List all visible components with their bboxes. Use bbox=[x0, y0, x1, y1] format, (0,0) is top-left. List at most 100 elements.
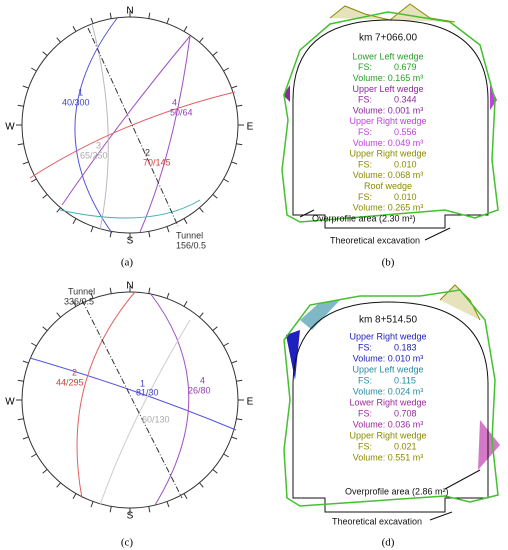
excavation-outline bbox=[292, 301, 489, 513]
wedge-name: Upper Right wedge bbox=[349, 430, 426, 440]
rim-tick bbox=[22, 360, 29, 364]
plane-orientation: 65/250 bbox=[80, 150, 108, 160]
plane-id: 4 bbox=[200, 375, 205, 385]
volume: Volume: 0.001 m³ bbox=[353, 105, 424, 115]
rim-tick bbox=[183, 301, 188, 307]
fs-label: FS: bbox=[358, 127, 372, 137]
fs-value: 0.115 bbox=[394, 375, 416, 385]
fs-label: FS: bbox=[358, 159, 372, 169]
rim-tick bbox=[109, 12, 112, 19]
wedge-name: Upper Left wedge bbox=[352, 84, 423, 94]
rim-tick bbox=[148, 287, 151, 294]
plane-4 bbox=[61, 35, 191, 206]
wedge-name: Roof wedge bbox=[364, 181, 412, 191]
leader bbox=[429, 511, 453, 521]
station: km 7+066.00 bbox=[359, 33, 418, 44]
plane-3 bbox=[91, 23, 109, 231]
rim-tick bbox=[56, 482, 61, 488]
leader bbox=[444, 469, 481, 490]
rim-tick bbox=[42, 51, 48, 56]
rim-tick bbox=[90, 226, 94, 233]
wedge-name: Lower Left wedge bbox=[352, 51, 423, 61]
rim-tick bbox=[231, 161, 238, 165]
rim-tick bbox=[231, 85, 238, 89]
rim-tick bbox=[72, 218, 77, 224]
plane-orientation: 26/80 bbox=[188, 385, 211, 395]
net-circle bbox=[21, 16, 239, 234]
plane-2 bbox=[76, 291, 136, 499]
rim-tick bbox=[212, 469, 218, 474]
panel-label: (b) bbox=[382, 257, 395, 269]
rim-tick bbox=[231, 360, 238, 364]
rim-ticks bbox=[16, 11, 244, 239]
rim-tick bbox=[56, 37, 61, 43]
panel-label: (c) bbox=[121, 537, 134, 549]
rim-tick bbox=[199, 37, 204, 43]
volume: Volume: 0.024 m³ bbox=[353, 386, 424, 396]
plane-1 bbox=[29, 357, 237, 431]
rim-tick bbox=[223, 453, 229, 458]
rim-tick bbox=[212, 51, 218, 56]
tunnel-label: Tunnel bbox=[176, 230, 203, 240]
rim-tick bbox=[22, 85, 29, 89]
rim-tick bbox=[90, 501, 94, 508]
rim-tick bbox=[56, 312, 61, 318]
rim-ticks bbox=[16, 286, 244, 514]
rim-tick bbox=[199, 482, 204, 488]
leader bbox=[424, 227, 451, 241]
fs-label: FS: bbox=[358, 375, 372, 385]
rim-tick bbox=[166, 226, 170, 233]
tunnel-label: Tunnel bbox=[68, 286, 95, 296]
stereonet-a: N S E W 1 40/300 4 50/64 3 65/250 2 70/1… bbox=[5, 6, 253, 269]
rim-tick bbox=[183, 218, 188, 224]
wedge-name: Upper Left wedge bbox=[352, 364, 423, 374]
fs-label: FS: bbox=[358, 408, 372, 418]
rim-tick bbox=[166, 292, 170, 299]
rim-tick bbox=[42, 194, 48, 199]
plane-id: 4 bbox=[172, 97, 177, 107]
plane-id: 2 bbox=[145, 147, 150, 157]
fs-value: 0.010 bbox=[394, 159, 417, 169]
volume: Volume: 0.068 m³ bbox=[353, 170, 424, 180]
rim-tick bbox=[223, 178, 229, 183]
rim-tick bbox=[17, 143, 24, 146]
rim-tick bbox=[183, 493, 188, 499]
plane-id: 2 bbox=[72, 367, 77, 377]
station: km 8+514.50 bbox=[359, 315, 418, 326]
plane-extra bbox=[59, 199, 201, 219]
fs-label: FS: bbox=[358, 342, 372, 352]
rim-tick bbox=[223, 67, 229, 72]
rim-tick bbox=[166, 17, 170, 24]
plane-4 bbox=[149, 292, 190, 506]
compass-s: S bbox=[127, 511, 134, 522]
rim-tick bbox=[31, 453, 37, 458]
rim-tick bbox=[223, 342, 229, 347]
plane-orientation: 70/145 bbox=[143, 157, 171, 167]
plane-3 bbox=[99, 319, 191, 506]
volume: Volume: 0.049 m³ bbox=[353, 138, 424, 148]
fs-label: FS: bbox=[358, 62, 372, 72]
fs-label: FS: bbox=[358, 95, 372, 105]
wedge bbox=[490, 85, 497, 110]
rim-tick bbox=[109, 231, 112, 238]
wedge-name: Upper Right wedge bbox=[349, 149, 426, 159]
rim-tick bbox=[199, 207, 204, 213]
rim-tick bbox=[56, 207, 61, 213]
rim-tick bbox=[72, 493, 77, 499]
rim-tick bbox=[31, 342, 37, 347]
fs-value: 0.183 bbox=[394, 342, 417, 352]
stereonet-c: N S E W Tunnel 336/0.5 2 44/295 1 81/30 … bbox=[5, 281, 253, 549]
rim-tick bbox=[148, 506, 151, 513]
overprofile-note: Overprofile area (2.30 m²) bbox=[312, 213, 416, 223]
rim-tick bbox=[17, 104, 24, 107]
rim-tick bbox=[236, 104, 243, 107]
fs-value: 0.556 bbox=[394, 127, 417, 137]
tunnel-orientation: 336/0.5 bbox=[64, 296, 94, 306]
rim-tick bbox=[109, 506, 112, 513]
plane-orientation: 44/295 bbox=[56, 377, 84, 387]
rim-tick bbox=[22, 161, 29, 165]
compass-e: E bbox=[247, 122, 254, 133]
rim-tick bbox=[148, 12, 151, 19]
